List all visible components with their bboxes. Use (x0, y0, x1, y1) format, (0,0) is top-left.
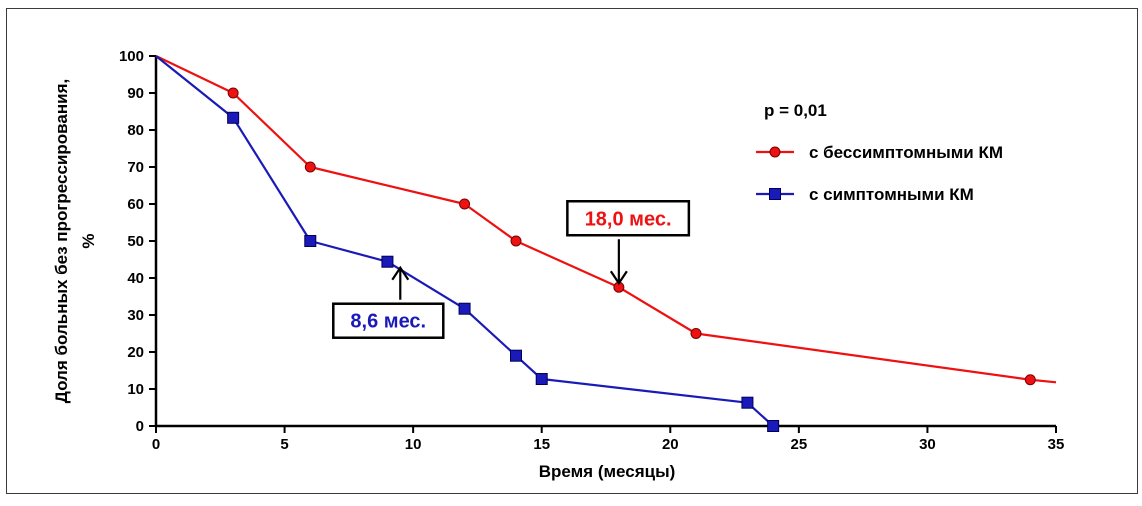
x-tick-label: 35 (1048, 436, 1065, 453)
y-tick-label: 70 (127, 159, 144, 176)
x-tick-label: 20 (662, 436, 679, 453)
annotation-label-1: 8,6 мес. (350, 311, 426, 333)
annotation-box-0 (566, 200, 691, 237)
y-tick-label: 40 (127, 270, 144, 287)
y-axis-title-line2: % (79, 233, 98, 248)
y-tick-label: 10 (127, 381, 144, 398)
annotation-arrow-head-1 (391, 265, 410, 281)
series-1-point (227, 111, 240, 124)
series-0-point (459, 198, 471, 210)
series-1-point (535, 373, 548, 386)
series-1-point (741, 396, 754, 409)
series-0-point (510, 235, 522, 247)
legend-label-1: с симптомными КМ (809, 185, 974, 204)
x-axis-title: Время (месяцы) (539, 462, 676, 481)
legend-marker-0 (769, 146, 781, 158)
annotation-label-0: 18,0 мес. (585, 208, 672, 230)
series-0-point (304, 161, 316, 173)
y-tick-label: 100 (119, 48, 144, 65)
annotation-layer: 18,0 мес. 8,6 мес. (332, 200, 691, 339)
series-line-1 (155, 55, 774, 427)
chart-frame (6, 8, 1138, 494)
annotation-box-1 (332, 302, 445, 339)
y-tick-label: 0 (136, 418, 144, 435)
series-0-point (690, 328, 702, 339)
series-0-point (227, 87, 239, 99)
series-layer (155, 55, 1057, 432)
annotation-arrow-head-0 (609, 270, 628, 286)
y-tick-label: 20 (127, 344, 144, 361)
series-0-point (1024, 374, 1036, 386)
y-axis-title-line1: Доля больных без прогрессирования, (52, 79, 71, 403)
x-tick-label: 5 (280, 436, 288, 453)
y-tick-label: 30 (127, 307, 144, 324)
y-tick-label: 90 (127, 85, 144, 102)
y-tick-label: 50 (127, 233, 144, 250)
series-1-point (304, 235, 317, 247)
x-tick-label: 25 (791, 436, 808, 453)
series-1-point (767, 420, 780, 432)
y-tick-label: 60 (127, 196, 144, 213)
p-value-label: p = 0,01 (764, 101, 827, 120)
legend-marker-1 (769, 188, 781, 200)
x-tick-label: 0 (152, 436, 160, 453)
x-tick-label: 30 (919, 436, 936, 453)
legend: с бессимптомными КМ с симптомными КМ (756, 143, 1003, 204)
x-tick-label: 10 (405, 436, 422, 453)
y-tick-label: 80 (127, 122, 144, 139)
series-1-point (510, 349, 522, 362)
axes: 0 5 10 15 20 25 30 35 0 10 20 30 40 50 60 70 80 90 100 (119, 48, 1064, 453)
series-1-point (458, 302, 471, 315)
series-1-point (381, 255, 394, 268)
x-tick-label: 15 (533, 436, 550, 453)
legend-label-0: с бессимптомными КМ (809, 143, 1003, 162)
